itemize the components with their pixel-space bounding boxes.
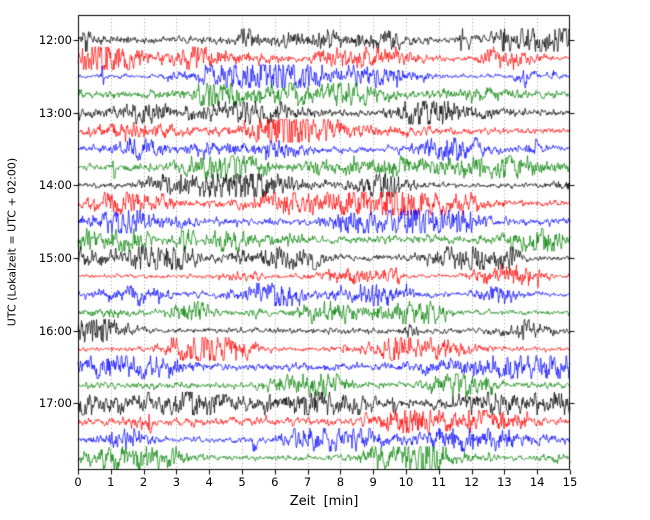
x-tick-label: 0: [74, 475, 82, 489]
x-tick-label: 12: [464, 475, 479, 489]
x-tick-label: 3: [172, 475, 181, 489]
x-tick-label: 4: [205, 475, 213, 489]
x-tick-label: 7: [303, 475, 312, 489]
x-tick-label: 11: [431, 475, 447, 489]
x-tick-label: 14: [529, 475, 545, 489]
x-axis-title: Zeit [min]: [289, 494, 359, 509]
x-tick-label: 2: [139, 475, 148, 489]
x-tick-label: 10: [398, 475, 414, 489]
x-tick-label: 6: [271, 475, 279, 489]
x-tick-label: 8: [336, 475, 345, 489]
y-tick-label: 17:00: [38, 396, 72, 411]
y-tick-label: 16:00: [38, 323, 72, 338]
y-tick-label: 15:00: [38, 251, 72, 266]
x-tick-label: 13: [497, 475, 512, 489]
x-tick-label: 15: [562, 475, 578, 489]
x-tick-label: 1: [107, 475, 115, 489]
y-tick-label: 14:00: [38, 178, 72, 193]
y-axis-title: UTC (Lokalzeit = UTC + 02:00): [5, 157, 19, 327]
x-tick-label: 5: [238, 475, 246, 489]
y-tick-label: 13:00: [38, 105, 72, 120]
y-tick-label: 12:00: [38, 33, 72, 47]
x-tick-label: 9: [369, 475, 377, 489]
